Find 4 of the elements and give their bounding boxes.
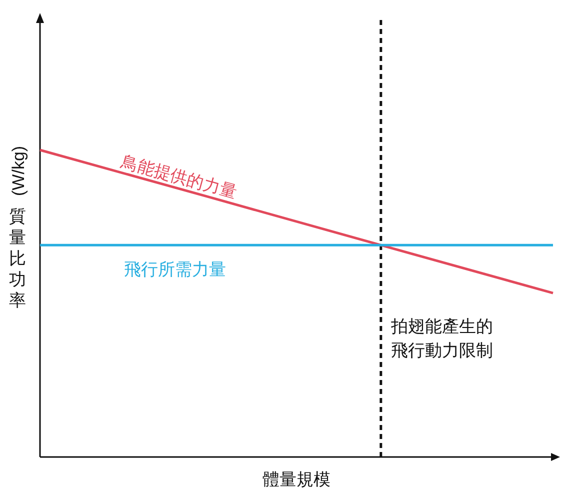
x-axis-title: 體量規模 [262, 470, 330, 489]
text: 鳥能提供的力量 [118, 152, 239, 202]
annotation: 拍翅能產生的飛行動力限制 [390, 317, 493, 360]
series-label: 飛行所需力量 [124, 260, 226, 280]
